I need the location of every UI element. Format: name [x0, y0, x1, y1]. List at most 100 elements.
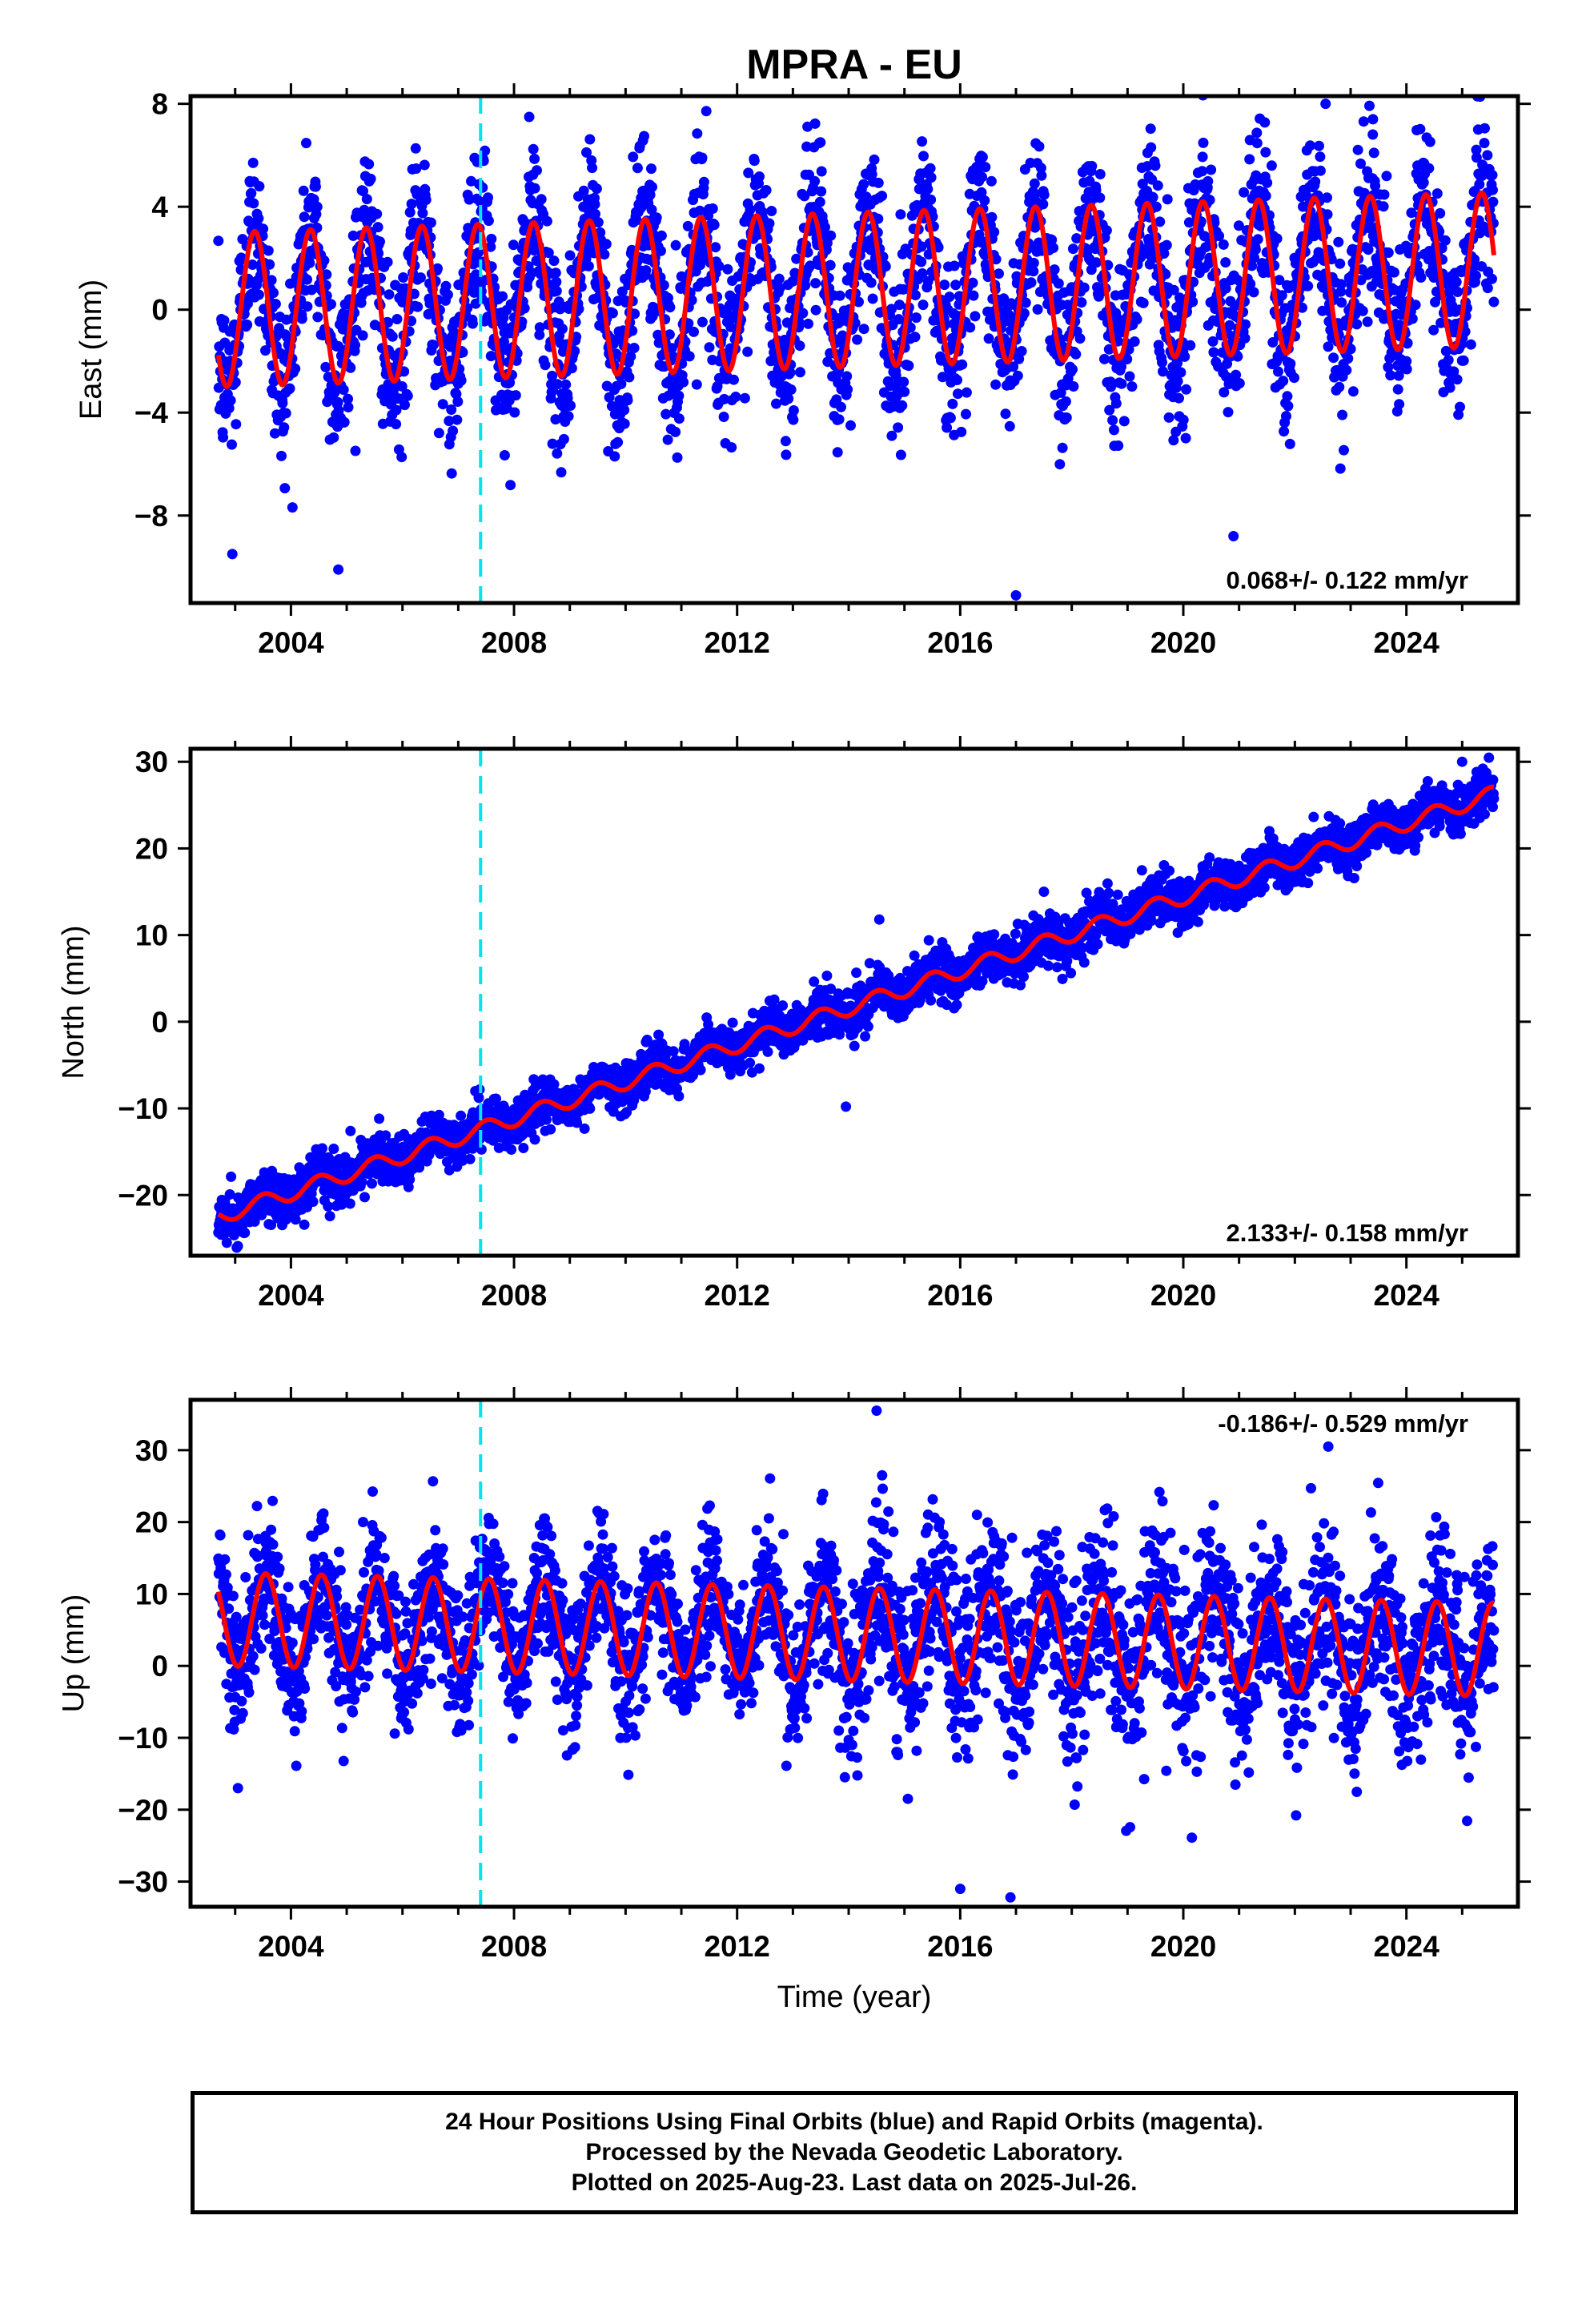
east-point — [1158, 248, 1170, 259]
east-point — [1068, 381, 1079, 392]
east-point — [1430, 296, 1440, 308]
east-point — [809, 118, 821, 129]
east-point — [873, 213, 884, 224]
east-point — [1271, 233, 1283, 244]
east-point — [550, 267, 561, 279]
east-point — [644, 189, 656, 200]
east-point — [619, 418, 630, 429]
east-point — [903, 360, 914, 372]
east-point — [432, 263, 443, 274]
east-point — [609, 451, 620, 462]
east-point — [258, 223, 269, 235]
east-point — [219, 315, 230, 326]
east-point — [218, 432, 229, 443]
east-point — [1175, 367, 1186, 378]
east-point — [551, 276, 562, 287]
east-point — [1091, 257, 1102, 268]
east-point — [486, 233, 497, 244]
east-point — [1099, 353, 1110, 364]
east-point — [1214, 231, 1225, 242]
east-point — [816, 186, 827, 197]
east-point — [587, 163, 598, 174]
east-point — [925, 163, 936, 174]
east-point — [1323, 341, 1334, 352]
east-point — [647, 182, 657, 192]
east-point — [780, 436, 791, 447]
north-point — [380, 1130, 391, 1141]
east-point — [581, 147, 592, 158]
east-point — [565, 400, 576, 411]
east-point — [332, 396, 343, 408]
east-point — [1267, 337, 1279, 348]
east-point — [372, 222, 383, 233]
east-y-tick-label: −4 — [135, 396, 169, 429]
north-point — [745, 1057, 756, 1068]
east-point — [1281, 411, 1291, 422]
east-point — [304, 257, 315, 268]
east-point — [803, 318, 813, 329]
east-point — [1415, 272, 1427, 283]
east-point — [1145, 123, 1156, 135]
east-point — [1207, 336, 1219, 347]
east-point — [1336, 297, 1347, 308]
east-point — [785, 367, 796, 378]
east-point — [977, 171, 987, 183]
east-point — [1118, 416, 1130, 427]
east-x-tick-label: 2004 — [258, 626, 324, 659]
east-point — [1364, 100, 1375, 111]
east-point — [1113, 440, 1124, 451]
east-point — [547, 438, 558, 449]
east-point — [268, 287, 279, 299]
east-point — [1282, 391, 1293, 402]
east-point — [990, 379, 1002, 390]
east-point — [1452, 374, 1463, 385]
north-point — [307, 1196, 319, 1207]
east-point — [321, 269, 332, 280]
east-point — [1228, 531, 1239, 541]
east-point — [1028, 257, 1039, 268]
north-point — [473, 1092, 484, 1104]
east-point — [998, 293, 1010, 304]
north-point — [703, 1019, 714, 1030]
east-point — [284, 383, 295, 394]
east-point — [320, 361, 331, 372]
east-point — [1315, 165, 1326, 176]
east-point — [893, 422, 904, 433]
east-point — [1303, 280, 1314, 292]
east-point — [534, 322, 545, 333]
east-point — [1393, 370, 1404, 381]
east-point — [619, 404, 630, 416]
east-point — [1046, 235, 1058, 245]
east-point — [505, 480, 516, 491]
east-point — [1273, 366, 1283, 377]
east-point — [783, 393, 794, 404]
east-point — [658, 279, 669, 291]
east-point — [448, 425, 459, 436]
east-point — [416, 272, 426, 283]
north-point — [653, 1029, 665, 1040]
east-point — [452, 414, 463, 425]
east-point — [540, 360, 551, 371]
east-point — [1067, 364, 1078, 375]
north-point — [673, 1091, 685, 1102]
east-point — [745, 204, 756, 215]
east-point — [583, 260, 594, 271]
east-point — [961, 408, 971, 420]
east-point — [1383, 361, 1394, 372]
east-point — [1339, 444, 1349, 456]
east-point — [1178, 414, 1189, 425]
east-point — [673, 413, 685, 424]
east-point — [712, 381, 723, 392]
east-point — [739, 392, 750, 404]
east-point — [1054, 459, 1066, 470]
east-point — [410, 143, 421, 154]
east-point — [1154, 216, 1166, 227]
east-point — [296, 313, 307, 324]
east-point — [361, 194, 372, 205]
east-point — [440, 280, 452, 292]
east-point — [622, 395, 633, 406]
east-point — [1233, 220, 1244, 231]
east-point — [1440, 345, 1452, 356]
east-point — [1480, 123, 1490, 134]
east-point — [400, 400, 410, 411]
